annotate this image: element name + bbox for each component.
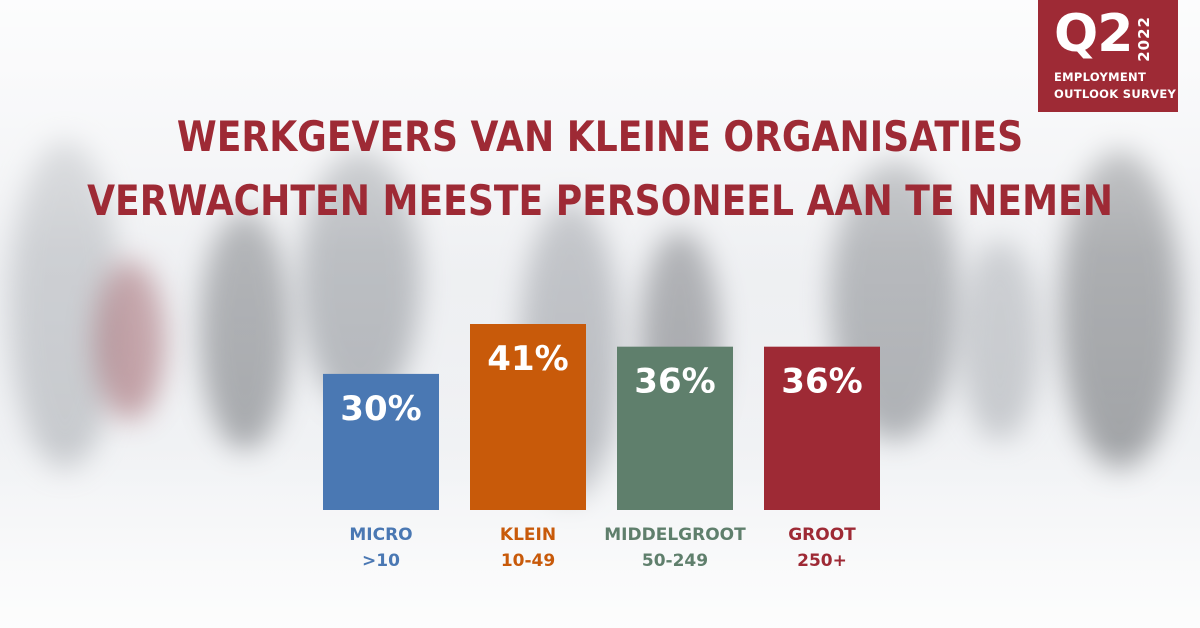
category-label: KLEIN [500,525,556,545]
bar-middelgroot [617,346,733,510]
bar-micro [323,373,439,510]
category-sublabel: 10-49 [501,551,555,571]
badge-quarter: Q2 [1054,4,1133,64]
badge-line-1: EMPLOYMENT [1054,70,1147,84]
bar-value-label: 41% [487,339,568,379]
headline-line-2: VERWACHTEN MEESTE PERSONEEL AAN TE NEMEN [87,176,1113,225]
badge-line-2: OUTLOOK SURVEY [1054,87,1177,101]
category-label: GROOT [788,525,856,545]
survey-badge: Q2 2022 EMPLOYMENT OUTLOOK SURVEY [1038,0,1178,112]
bar-value-label: 36% [634,362,715,402]
headline-line-1: WERKGEVERS VAN KLEINE ORGANISATIES [176,112,1024,161]
bar-value-label: 36% [781,362,862,402]
category-label: MIDDELGROOT [604,525,746,545]
bar-klein [470,324,586,510]
bar-groot [764,346,880,510]
category-sublabel: 50-249 [642,551,708,571]
category-sublabel: 250+ [797,551,847,571]
category-label: MICRO [349,525,412,545]
category-sublabel: >10 [362,551,400,571]
bar-value-label: 30% [340,389,421,429]
